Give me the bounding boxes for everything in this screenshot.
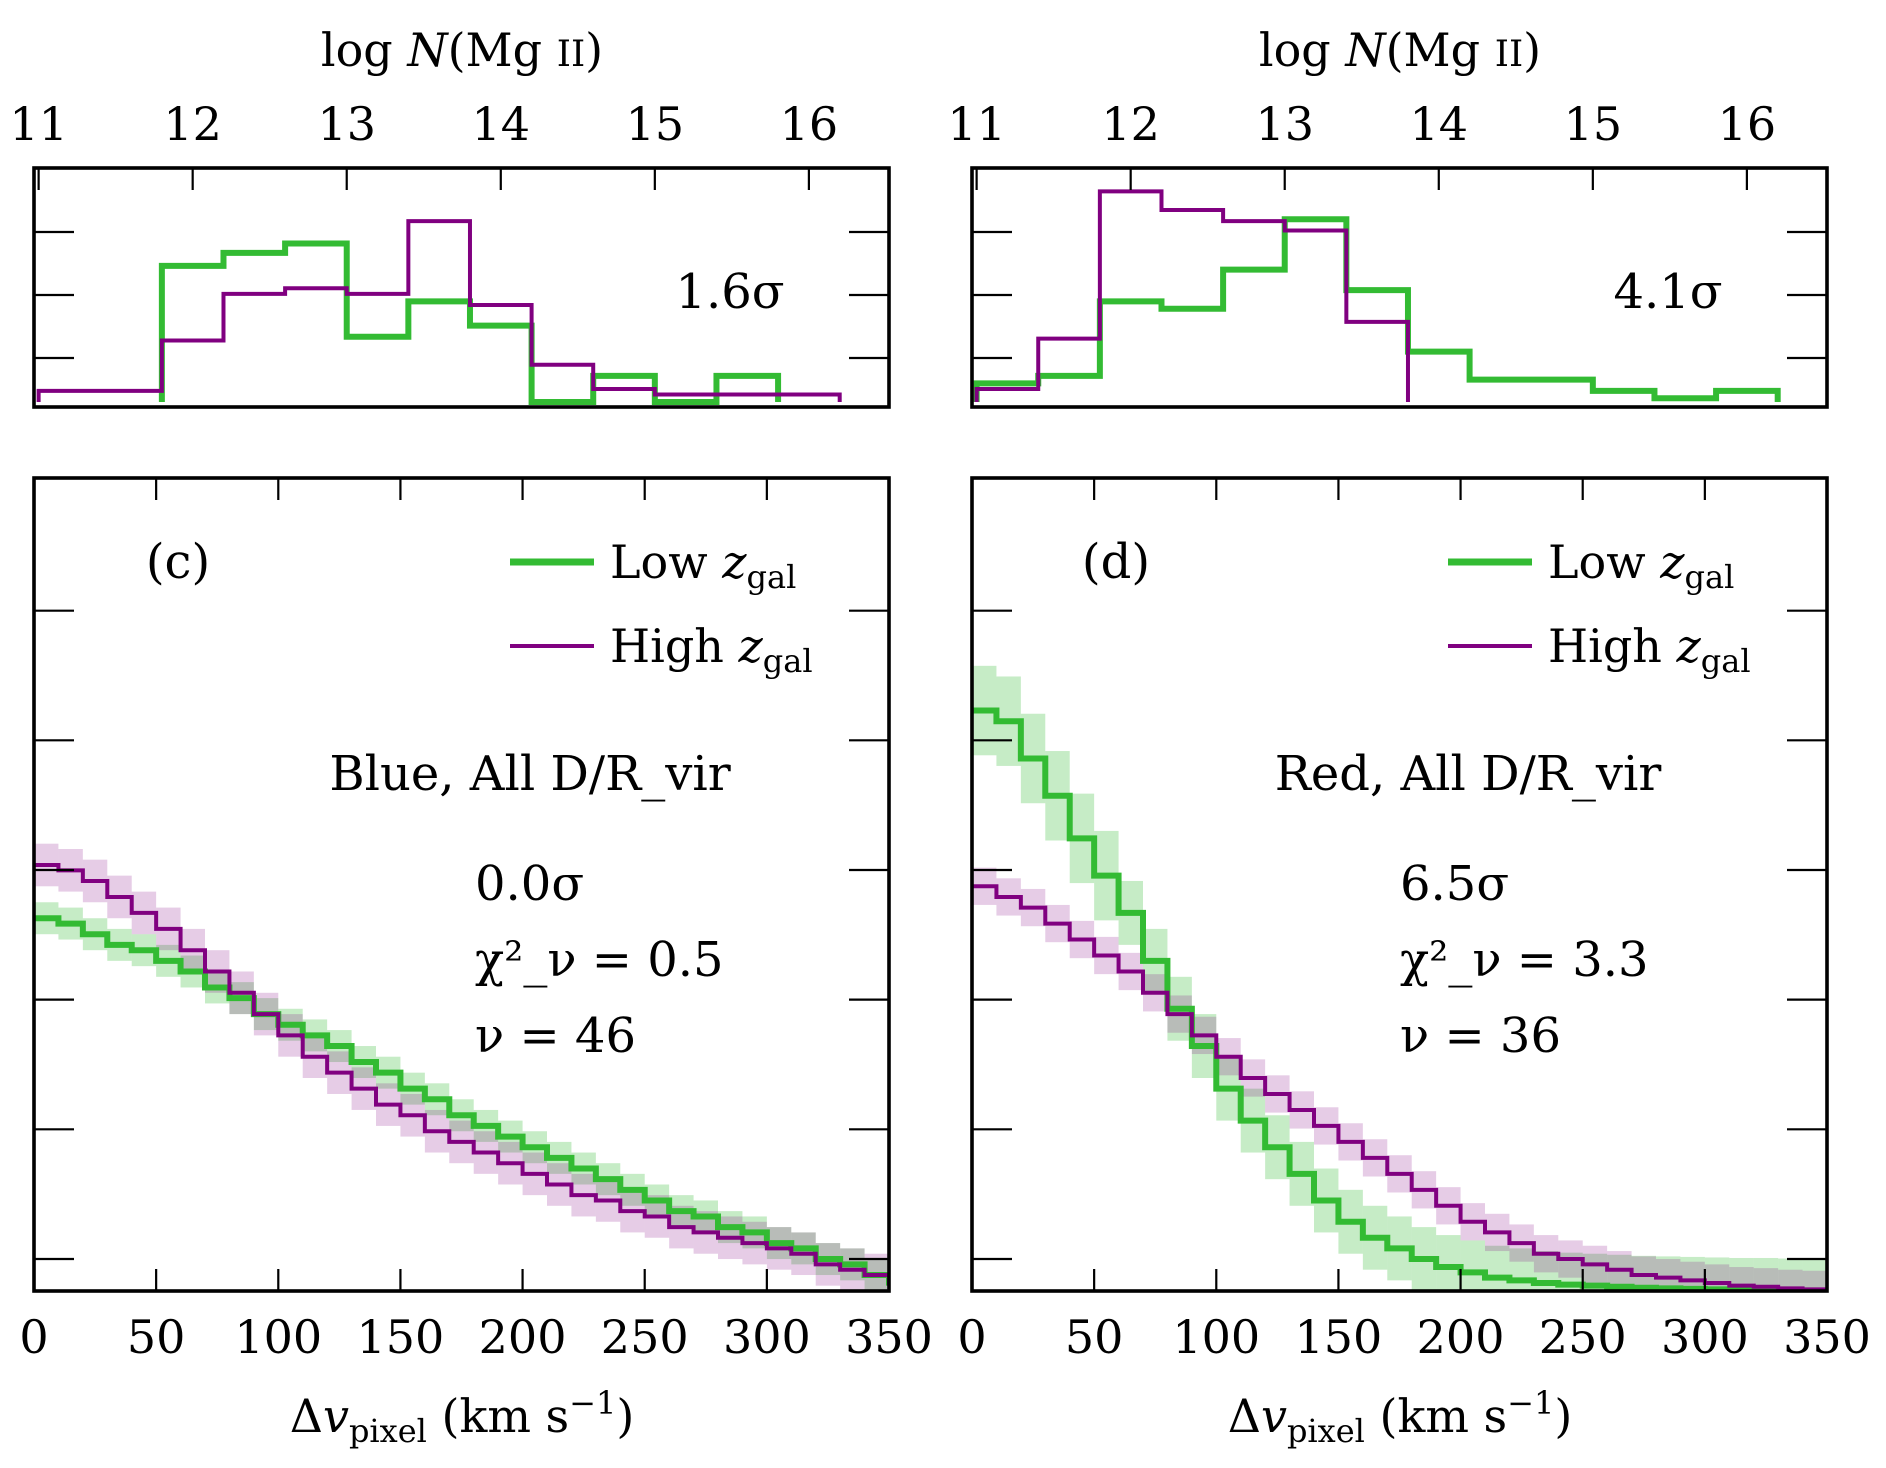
x-tick-label: 250: [601, 1310, 689, 1364]
significance-hist-red: 4.1σ: [1613, 264, 1722, 320]
top-xlabel-red: log N(Mg II): [1259, 23, 1541, 77]
error-band-high: [1802, 1270, 1827, 1291]
top-xlabel-blue: log N(Mg II): [321, 23, 603, 77]
tpcf-series-high: [972, 884, 1827, 1291]
chi2-blue: χ²_ν = 0.5: [475, 932, 724, 988]
x-tick-labels-blue: 0 50 100 150 200 250 300 350: [19, 1310, 933, 1364]
legend-label-low: Low zgal: [1548, 535, 1734, 596]
xlabel-blue: Δvpixel (km s−1): [290, 1384, 635, 1450]
chi2-red: χ²_ν = 3.3: [1400, 932, 1649, 988]
significance-hist-blue: 1.6σ: [675, 264, 784, 320]
panel-label-c: (c): [146, 534, 210, 590]
error-band-low: [1778, 1258, 1803, 1291]
x-tick-label: 11: [947, 97, 1006, 151]
significance-tpcf-red: 6.5σ: [1400, 856, 1509, 912]
error-band-low: [1460, 1240, 1485, 1291]
hist-series-high: [974, 189, 1410, 402]
tpcf-red-panel: 0 50 100 150 200 250 300 350 Δvpixel (km s−1) (…: [957, 476, 1871, 1450]
tpcf-series-high: [34, 862, 889, 1286]
tpcf-blue-panel: 0 50 100 150 200 250 300 350 Δvpixel (km s−1) (…: [19, 476, 933, 1450]
xlabel-red: Δvpixel (km s−1): [1228, 1384, 1573, 1450]
error-band-low: [1509, 1248, 1534, 1291]
significance-tpcf-blue: 0.0σ: [475, 856, 584, 912]
x-tick-label: 15: [1564, 97, 1623, 151]
x-tick-label: 16: [780, 97, 839, 151]
x-tick-label: 12: [1101, 97, 1160, 151]
x-tick-label: 100: [234, 1310, 322, 1364]
error-band-low: [1680, 1256, 1705, 1291]
error-band-low: [1485, 1245, 1510, 1291]
x-tick-label: 300: [1661, 1310, 1749, 1364]
x-tick-label: 13: [1255, 97, 1314, 151]
histogram-blue-panel: log N(Mg II) 11 12 13 14 15 16 1.6σ: [9, 23, 891, 409]
x-tick-label: 150: [357, 1310, 445, 1364]
x-tick-label: 11: [9, 97, 68, 151]
histogram-red-panel: log N(Mg II) 11 12 13 14 15 16 4.1σ: [947, 23, 1829, 409]
x-tick-label: 350: [1783, 1310, 1871, 1364]
axes-frame-tpcf-blue: [32, 476, 891, 1293]
x-tick-label: 15: [626, 97, 685, 151]
legend-label-high: High zgal: [610, 619, 813, 680]
x-tick-label: 0: [19, 1310, 48, 1364]
x-tick-label: 250: [1539, 1310, 1627, 1364]
top-tick-labels-blue: 11 12 13 14 15 16: [9, 97, 838, 151]
x-tick-label: 12: [163, 97, 222, 151]
x-tick-label: 300: [723, 1310, 811, 1364]
hist-series-low: [158, 240, 782, 405]
error-band-low: [1802, 1258, 1827, 1291]
subset-label-blue: Blue, All D/R_vir: [329, 746, 730, 802]
x-tick-label: 13: [317, 97, 376, 151]
legend-label-low: Low zgal: [610, 535, 796, 596]
error-band-high: [1778, 1269, 1803, 1291]
x-tick-label: 50: [1065, 1310, 1124, 1364]
hist-series-high: [36, 219, 842, 402]
x-tick-label: 100: [1172, 1310, 1260, 1364]
x-tick-label: 14: [472, 97, 531, 151]
legend-red: Low zgal High zgal: [1448, 535, 1751, 680]
x-tick-label: 150: [1295, 1310, 1383, 1364]
x-tick-label: 16: [1718, 97, 1777, 151]
x-tick-label: 0: [957, 1310, 986, 1364]
nu-red: ν = 36: [1400, 1008, 1561, 1064]
nu-blue: ν = 46: [475, 1008, 636, 1064]
x-tick-labels-red: 0 50 100 150 200 250 300 350: [957, 1310, 1871, 1364]
axes-frame-hist-red: [970, 166, 1829, 409]
subset-label-red: Red, All D/R_vir: [1275, 746, 1662, 802]
axes-frame-hist-blue: [32, 166, 891, 409]
tpcf-series-low: [34, 915, 889, 1286]
x-tick-label: 200: [1417, 1310, 1505, 1364]
x-tick-label: 200: [479, 1310, 567, 1364]
legend-label-high: High zgal: [1548, 619, 1751, 680]
error-band-low: [1704, 1257, 1730, 1291]
axes-frame-tpcf-red: [970, 476, 1829, 1293]
panel-label-d: (d): [1082, 534, 1150, 590]
x-tick-label: 350: [845, 1310, 933, 1364]
tpcf-series-low: [972, 707, 1827, 1291]
legend-blue: Low zgal High zgal: [510, 535, 813, 680]
error-band-low: [1436, 1235, 1461, 1291]
error-band-low: [1656, 1256, 1681, 1291]
top-tick-labels-red: 11 12 13 14 15 16: [947, 97, 1776, 151]
x-tick-label: 14: [1410, 97, 1469, 151]
x-tick-label: 50: [127, 1310, 186, 1364]
